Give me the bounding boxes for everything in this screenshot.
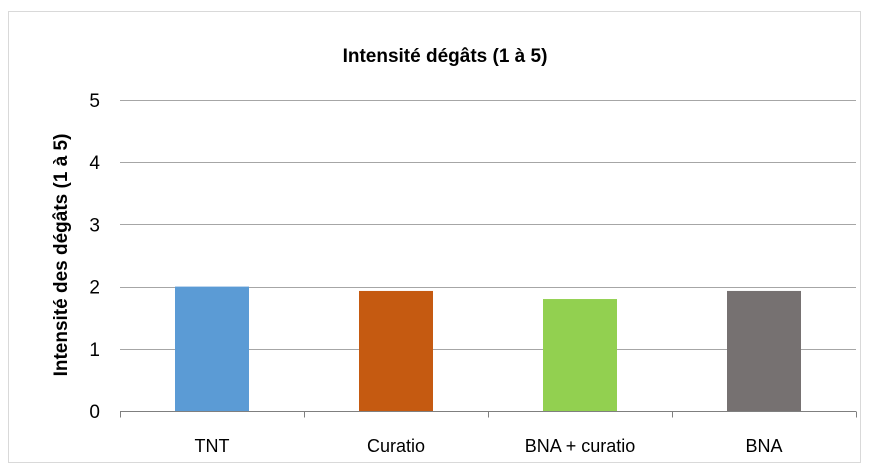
x-axis: [120, 411, 857, 418]
y-tick-label: 4: [89, 153, 100, 174]
y-tick-label: 0: [89, 402, 100, 423]
x-category-label: BNA + curatio: [525, 436, 636, 456]
x-category-label: TNT: [195, 436, 230, 456]
y-tick-label: 5: [89, 91, 100, 112]
bar-bna-curatio: [543, 299, 617, 411]
bar-bna: [727, 290, 801, 411]
y-axis-title: Intensité des dégâts (1 à 5): [51, 134, 72, 377]
x-category-label: Curatio: [367, 436, 425, 456]
bar-tnt: [175, 286, 249, 411]
x-category-labels: TNT Curatio BNA + curatio BNA: [195, 436, 783, 456]
x-category-label: BNA: [745, 436, 782, 456]
bar-curatio: [359, 290, 433, 411]
y-tick-label: 1: [89, 340, 100, 361]
chart-border: [8, 11, 861, 463]
chart-title: Intensité dégâts (1 à 5): [343, 46, 548, 67]
y-tick-label: 2: [89, 278, 100, 299]
bars: [175, 286, 801, 411]
y-tick-label: 3: [89, 215, 100, 236]
y-tick-labels: 0 1 2 3 4 5: [89, 91, 100, 423]
